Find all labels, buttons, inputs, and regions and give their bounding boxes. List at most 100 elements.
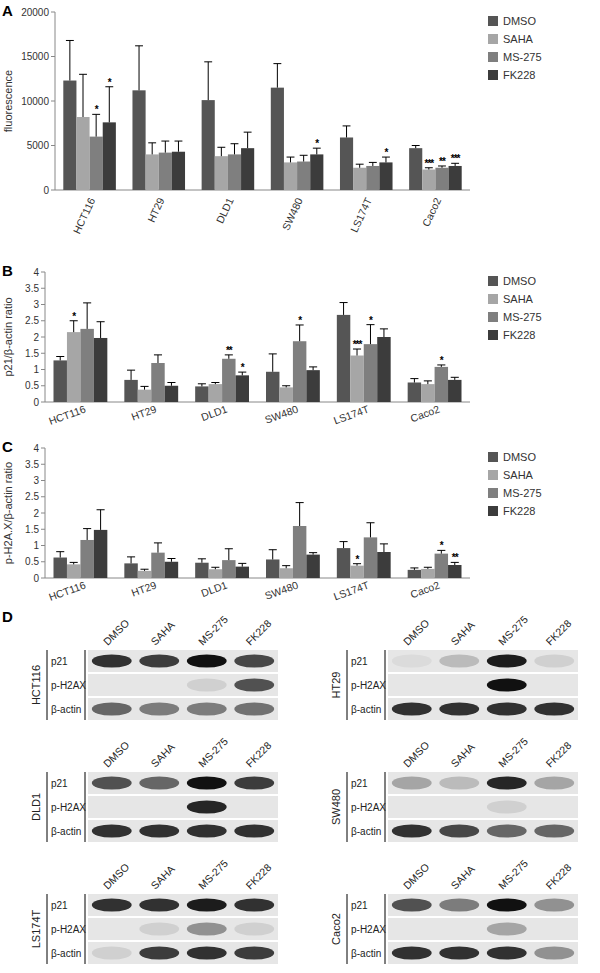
bar	[364, 344, 377, 402]
significance: *	[369, 315, 373, 326]
band	[92, 702, 132, 715]
significance: *	[440, 540, 444, 551]
y-tick-label: 0	[33, 573, 39, 584]
protein-label: p21	[351, 778, 368, 789]
error-bar	[175, 141, 183, 152]
error-bar	[300, 155, 308, 161]
band	[234, 800, 274, 813]
bar	[353, 168, 366, 190]
bar	[364, 537, 377, 578]
y-tick	[51, 56, 55, 57]
error-bar	[238, 563, 246, 566]
band	[487, 776, 527, 789]
band	[139, 922, 179, 935]
error-bar	[366, 523, 374, 538]
error-bar	[356, 164, 364, 168]
bar	[195, 386, 208, 402]
band	[439, 898, 479, 911]
plot-marks	[54, 503, 462, 578]
significance: ***	[425, 158, 435, 169]
bar	[284, 162, 297, 190]
y-tick-label: 10000	[21, 96, 49, 107]
band	[487, 678, 527, 691]
bar	[279, 387, 292, 402]
y-axis-label: p-H2A.X/β-actin ratio	[2, 462, 14, 564]
band	[487, 800, 527, 813]
bar	[448, 380, 461, 402]
bar	[215, 156, 228, 190]
y-tick-label: 0	[33, 397, 39, 408]
band	[392, 678, 432, 691]
band	[439, 776, 479, 789]
legend-label: FK228	[503, 329, 535, 341]
lane-label: SAHA	[148, 863, 177, 892]
bar	[209, 384, 222, 402]
band	[534, 898, 574, 911]
band	[187, 654, 227, 667]
lane-label: MS-275	[496, 857, 531, 892]
error-bar	[296, 503, 304, 526]
band	[234, 702, 274, 715]
band	[439, 946, 479, 959]
legend-swatch	[488, 52, 498, 62]
error-bar	[140, 386, 148, 389]
error-bar	[410, 568, 418, 570]
band	[487, 922, 527, 935]
cell-line-label: Caco2	[330, 913, 342, 945]
blot-strip	[388, 820, 578, 842]
blot-strip	[88, 650, 278, 672]
y-tick	[41, 578, 45, 579]
category-label: Caco2	[409, 579, 442, 601]
band	[534, 824, 574, 837]
band	[139, 776, 179, 789]
error-bar	[66, 40, 74, 80]
band	[187, 922, 227, 935]
y-tick-label: 2.5	[25, 315, 39, 326]
band	[534, 678, 574, 691]
band	[187, 800, 227, 813]
error-bar	[282, 566, 290, 569]
legend-swatch	[488, 294, 498, 304]
y-tick	[41, 480, 45, 481]
error-bar	[410, 379, 418, 383]
bar	[94, 530, 107, 578]
band	[92, 922, 132, 935]
error-bar	[127, 557, 135, 564]
y-tick	[41, 448, 45, 449]
blot-strip	[88, 772, 278, 794]
panel-label: D	[2, 608, 13, 625]
bar	[306, 555, 319, 578]
bar	[146, 154, 159, 190]
bar	[293, 341, 306, 402]
category-label: LS174T	[332, 402, 371, 426]
band	[439, 654, 479, 667]
error-bar	[211, 567, 219, 569]
blot: DMSOSAHAMS-275FK228SW480p21p-H2AXβ-actin	[330, 735, 578, 842]
lane-label: SAHA	[148, 619, 177, 648]
legend-swatch	[488, 470, 498, 480]
y-tick	[41, 369, 45, 370]
y-tick-label: 3	[33, 475, 39, 486]
protein-label: β-actin	[351, 948, 381, 959]
band	[439, 702, 479, 715]
lane-label: FK228	[243, 739, 273, 769]
band	[487, 654, 527, 667]
chart-panel: B00.511.522.533.54p21/β-actin ratio*****…	[2, 262, 542, 427]
legend-label: SAHA	[503, 293, 534, 305]
band	[534, 800, 574, 813]
bar	[306, 370, 319, 402]
bar	[80, 540, 93, 578]
bar	[379, 162, 392, 190]
y-tick-label: 3.5	[25, 459, 39, 470]
significance: ***	[353, 339, 363, 350]
bar	[266, 559, 279, 578]
protein-label: β-actin	[351, 704, 381, 715]
bar	[165, 386, 178, 402]
bar	[124, 380, 137, 402]
blot-strip	[88, 918, 278, 940]
error-bar	[135, 46, 143, 91]
error-bar	[217, 147, 225, 156]
legend-label: DMSO	[503, 451, 536, 463]
legend-swatch	[488, 506, 498, 516]
error-bar	[412, 146, 420, 149]
